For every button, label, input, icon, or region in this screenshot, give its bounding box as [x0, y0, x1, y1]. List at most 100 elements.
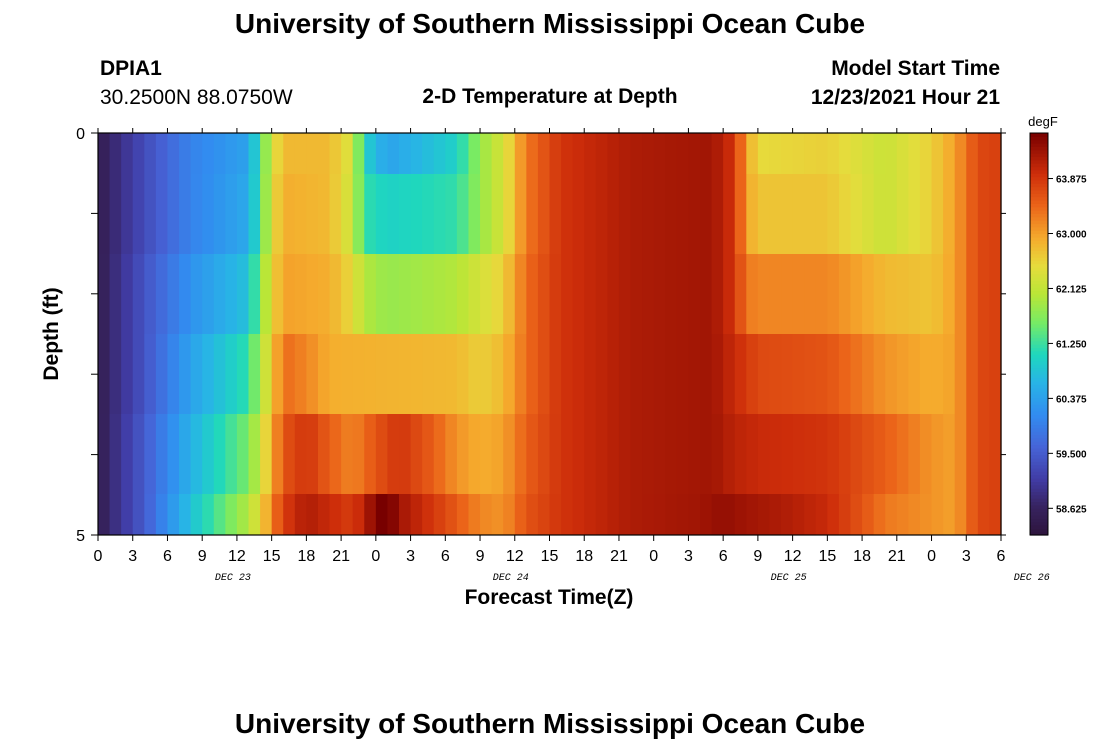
colorbar-segment — [1030, 149, 1048, 154]
heatmap-cell — [919, 414, 933, 494]
heatmap-cell — [711, 174, 724, 254]
heatmap-cell — [618, 414, 632, 494]
heatmap-cell — [873, 414, 886, 494]
heatmap-cell — [445, 334, 458, 414]
heatmap-cell — [734, 133, 747, 174]
heatmap-cell — [248, 133, 261, 174]
heatmap-cell — [757, 254, 771, 334]
heatmap-cell — [480, 254, 493, 334]
heatmap-cell — [642, 133, 655, 174]
heatmap-cell — [387, 334, 400, 414]
colorbar-segment — [1030, 457, 1048, 462]
heatmap-cell — [919, 494, 933, 535]
colorbar-segment — [1030, 468, 1048, 472]
heatmap-cell — [132, 494, 145, 535]
colorbar-segment — [1030, 447, 1048, 452]
heatmap-cell — [144, 494, 157, 535]
heatmap-cell — [109, 254, 122, 334]
heatmap-cell — [885, 494, 898, 535]
colorbar-segment — [1030, 401, 1048, 405]
heatmap-cell — [190, 254, 203, 334]
heatmap-cell — [977, 174, 991, 254]
heatmap-cell — [121, 494, 134, 535]
heatmap-cell — [630, 334, 643, 414]
colorbar-segment — [1030, 236, 1048, 241]
heatmap-cell — [989, 414, 1002, 494]
heatmap-cell — [966, 133, 979, 174]
heatmap-cell — [908, 174, 921, 254]
heatmap-cell — [410, 414, 423, 494]
heatmap-cell — [341, 414, 354, 494]
heatmap-cell — [329, 133, 342, 174]
heatmap-cell — [364, 414, 377, 494]
heatmap-cell — [317, 133, 331, 174]
heatmap-cell — [653, 254, 666, 334]
heatmap-cell — [167, 133, 180, 174]
colorbar-segment — [1030, 481, 1048, 486]
heatmap-cell — [155, 254, 169, 334]
heatmap-cell — [155, 174, 169, 254]
heatmap-cell — [491, 494, 504, 535]
colorbar-segment — [1030, 404, 1048, 409]
heatmap-cell — [630, 133, 643, 174]
heatmap-cell — [873, 334, 886, 414]
heatmap-cell — [723, 414, 736, 494]
colorbar-segment — [1030, 484, 1048, 489]
heatmap-cell — [399, 414, 412, 494]
colorbar-segment — [1030, 364, 1048, 369]
heatmap-cell — [341, 133, 354, 174]
heatmap-cell — [804, 494, 817, 535]
colorbar-segment — [1030, 514, 1048, 519]
heatmap-cell — [190, 334, 203, 414]
heatmap-cell — [676, 334, 690, 414]
x-tick-label: 9 — [753, 548, 762, 565]
heatmap-cell — [317, 334, 331, 414]
heatmap-cell — [665, 254, 678, 334]
heatmap-cell — [896, 414, 909, 494]
heatmap-cell — [873, 174, 886, 254]
heatmap-cell — [595, 494, 608, 535]
colorbar-segment — [1030, 273, 1048, 278]
x-tick-label: 12 — [228, 548, 246, 565]
heatmap-cell — [503, 174, 516, 254]
heatmap-cell — [225, 174, 238, 254]
heatmap-cell — [480, 414, 493, 494]
heatmap-cell — [989, 254, 1002, 334]
heatmap-cell — [375, 254, 389, 334]
y-tick-label: 5 — [76, 528, 85, 545]
heatmap-cell — [781, 334, 794, 414]
heatmap-cell — [734, 174, 747, 254]
heatmap-cell — [387, 414, 400, 494]
station-id: DPIA1 — [100, 57, 162, 80]
heatmap-cell — [537, 254, 551, 334]
heatmap-cell — [700, 334, 713, 414]
heatmap-cell — [260, 494, 273, 535]
heatmap-cell — [167, 174, 180, 254]
x-tick-label: 3 — [128, 548, 137, 565]
heatmap-cell — [480, 334, 493, 414]
heatmap-cell — [503, 494, 516, 535]
heatmap-cell — [549, 174, 562, 254]
colorbar-segment — [1030, 531, 1048, 536]
colorbar-segment — [1030, 498, 1048, 503]
colorbar-segment — [1030, 159, 1048, 164]
heatmap-cell — [433, 254, 446, 334]
heatmap-cell — [549, 254, 562, 334]
heatmap-cell — [711, 133, 724, 174]
heatmap-cell — [665, 414, 678, 494]
heatmap-cell — [815, 133, 828, 174]
x-date-label: DEC 26 — [1014, 573, 1050, 584]
heatmap-cell — [468, 334, 481, 414]
x-tick-label: 6 — [163, 548, 172, 565]
colorbar-segment — [1030, 139, 1048, 144]
heatmap-cell — [966, 174, 979, 254]
colorbar-segment — [1030, 277, 1048, 281]
colorbar-segment — [1030, 474, 1048, 479]
heatmap-cell — [341, 494, 354, 535]
heatmap-cell — [584, 414, 597, 494]
heatmap-cell — [595, 254, 608, 334]
colorbar-segment — [1030, 330, 1048, 335]
heatmap-cell — [676, 174, 690, 254]
heatmap-cell — [595, 414, 608, 494]
heatmap-cell — [306, 254, 319, 334]
